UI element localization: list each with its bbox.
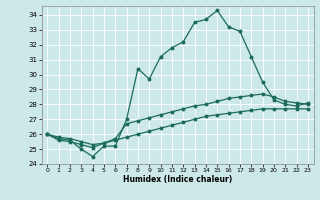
X-axis label: Humidex (Indice chaleur): Humidex (Indice chaleur) (123, 175, 232, 184)
